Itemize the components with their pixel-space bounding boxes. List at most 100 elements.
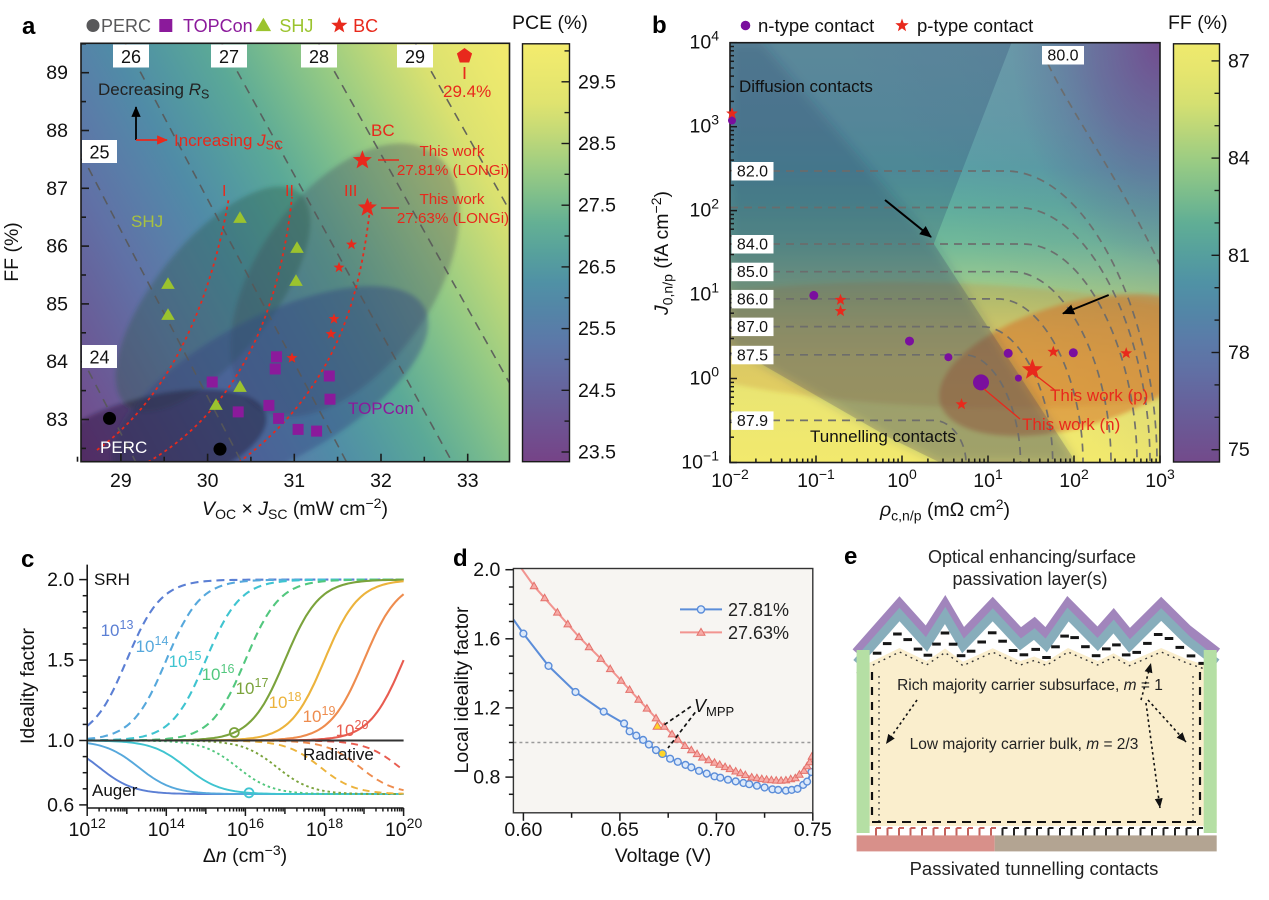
svg-text:27.63%: 27.63% — [728, 623, 789, 643]
svg-text:81: 81 — [1228, 245, 1250, 267]
svg-text:SHJ: SHJ — [131, 212, 163, 231]
svg-text:VMPP: VMPP — [694, 696, 734, 719]
svg-text:II: II — [285, 183, 294, 200]
svg-text:10−2: 10−2 — [711, 466, 749, 492]
svg-text:Rich majority carrier subsurfa: Rich majority carrier subsurface, m = 1 — [897, 677, 1163, 694]
svg-text:Radiative: Radiative — [303, 745, 374, 764]
svg-text:SRH: SRH — [94, 570, 130, 589]
svg-text:24.5: 24.5 — [578, 380, 616, 402]
svg-text:0.6: 0.6 — [47, 794, 74, 816]
svg-text:24: 24 — [89, 348, 109, 368]
svg-text:26.5: 26.5 — [578, 256, 616, 278]
svg-text:78: 78 — [1228, 342, 1250, 364]
svg-text:Diffusion contacts: Diffusion contacts — [739, 77, 873, 96]
svg-text:VOC × JSC (mW cm−2): VOC × JSC (mW cm−2) — [202, 495, 388, 522]
svg-text:87.0: 87.0 — [737, 319, 768, 336]
svg-text:Low majority carrier bulk, m =: Low majority carrier bulk, m = 2/3 — [910, 736, 1139, 753]
svg-text:26: 26 — [121, 47, 141, 67]
svg-text:I: I — [222, 183, 226, 200]
svg-text:1.6: 1.6 — [473, 628, 500, 650]
svg-text:c: c — [21, 546, 34, 573]
svg-text:This work: This work — [420, 191, 485, 208]
svg-text:Decreasing RS: Decreasing RS — [98, 80, 209, 102]
svg-text:29.4%: 29.4% — [443, 82, 491, 101]
svg-text:This work (n): This work (n) — [1022, 415, 1120, 434]
svg-text:p-type contact: p-type contact — [917, 15, 1033, 36]
svg-text:23.5: 23.5 — [578, 442, 616, 464]
svg-text:BC: BC — [371, 121, 395, 140]
svg-text:29: 29 — [110, 470, 132, 492]
svg-text:This work (p): This work (p) — [1050, 386, 1148, 405]
svg-text:82.0: 82.0 — [737, 164, 768, 181]
svg-text:a: a — [22, 13, 36, 40]
svg-text:0.60: 0.60 — [504, 819, 542, 841]
svg-text:25: 25 — [89, 143, 109, 163]
svg-text:0.65: 0.65 — [601, 819, 639, 841]
svg-text:PERC: PERC — [100, 438, 147, 457]
svg-text:III: III — [344, 183, 357, 200]
svg-text:27: 27 — [219, 47, 239, 67]
svg-text:27.5: 27.5 — [578, 195, 616, 217]
svg-text:84: 84 — [46, 351, 68, 373]
svg-text:32: 32 — [370, 470, 392, 492]
svg-text:d: d — [453, 545, 468, 572]
svg-text:Tunnelling contacts: Tunnelling contacts — [810, 427, 956, 446]
svg-text:75: 75 — [1228, 439, 1250, 461]
svg-text:Auger: Auger — [92, 781, 138, 800]
svg-text:n-type contact: n-type contact — [758, 15, 874, 36]
svg-text:85: 85 — [46, 293, 68, 315]
svg-text:27.63% (LONGi): 27.63% (LONGi) — [397, 210, 509, 227]
svg-text:b: b — [652, 12, 667, 39]
svg-text:Passivated tunnelling contacts: Passivated tunnelling contacts — [910, 858, 1159, 879]
svg-text:27.81% (LONGi): 27.81% (LONGi) — [397, 162, 509, 179]
svg-text:1018: 1018 — [306, 815, 343, 841]
svg-text:87: 87 — [46, 178, 68, 200]
svg-text:Ideality factor: Ideality factor — [17, 628, 39, 744]
svg-text:0.8: 0.8 — [473, 767, 500, 789]
svg-text:2.0: 2.0 — [473, 559, 500, 581]
svg-text:31: 31 — [283, 470, 305, 492]
svg-text:87: 87 — [1228, 50, 1250, 72]
svg-text:0.75: 0.75 — [794, 819, 832, 841]
svg-text:33: 33 — [457, 470, 479, 492]
svg-text:80.0: 80.0 — [1047, 48, 1078, 65]
svg-text:TOPCon: TOPCon — [183, 16, 253, 36]
svg-text:e: e — [844, 543, 857, 570]
svg-text:30: 30 — [197, 470, 219, 492]
svg-text:29: 29 — [405, 47, 425, 67]
svg-text:87.9: 87.9 — [737, 413, 768, 430]
svg-text:88: 88 — [46, 120, 68, 142]
svg-text:PERC: PERC — [101, 16, 151, 36]
svg-text:86: 86 — [46, 236, 68, 258]
svg-text:passivation layer(s): passivation layer(s) — [952, 569, 1107, 589]
svg-text:27.81%: 27.81% — [728, 600, 789, 620]
svg-text:84.0: 84.0 — [737, 237, 768, 254]
svg-text:BC: BC — [353, 16, 378, 36]
svg-text:1.2: 1.2 — [473, 697, 500, 719]
svg-text:83: 83 — [46, 409, 68, 431]
svg-text:Voltage (V): Voltage (V) — [615, 845, 711, 867]
svg-text:FF (%): FF (%) — [1168, 12, 1228, 34]
svg-text:PCE (%): PCE (%) — [512, 12, 588, 34]
svg-text:84: 84 — [1228, 148, 1250, 170]
svg-text:101: 101 — [690, 280, 720, 306]
svg-text:ρc,n/p (mΩ cm2): ρc,n/p (mΩ cm2) — [879, 496, 1010, 524]
svg-text:1.0: 1.0 — [47, 730, 74, 752]
svg-text:2.0: 2.0 — [47, 569, 74, 591]
svg-text:SHJ: SHJ — [279, 16, 313, 36]
svg-text:FF (%): FF (%) — [1, 222, 23, 282]
svg-text:This work: This work — [420, 143, 485, 160]
svg-text:Local ideality factor: Local ideality factor — [451, 606, 473, 773]
svg-text:87.5: 87.5 — [737, 347, 768, 364]
svg-text:86.0: 86.0 — [737, 291, 768, 308]
svg-text:J0,n/p (fA cm−2): J0,n/p (fA cm−2) — [648, 191, 676, 316]
svg-text:28.5: 28.5 — [578, 133, 616, 155]
svg-text:Optical enhancing/surface: Optical enhancing/surface — [928, 547, 1136, 567]
svg-text:1.5: 1.5 — [47, 650, 74, 672]
svg-text:TOPCon: TOPCon — [348, 399, 414, 418]
svg-text:85.0: 85.0 — [737, 264, 768, 281]
svg-text:Increasing JSC: Increasing JSC — [174, 131, 283, 153]
svg-text:29.5: 29.5 — [578, 71, 616, 93]
svg-text:25.5: 25.5 — [578, 318, 616, 340]
svg-text:89: 89 — [46, 62, 68, 84]
